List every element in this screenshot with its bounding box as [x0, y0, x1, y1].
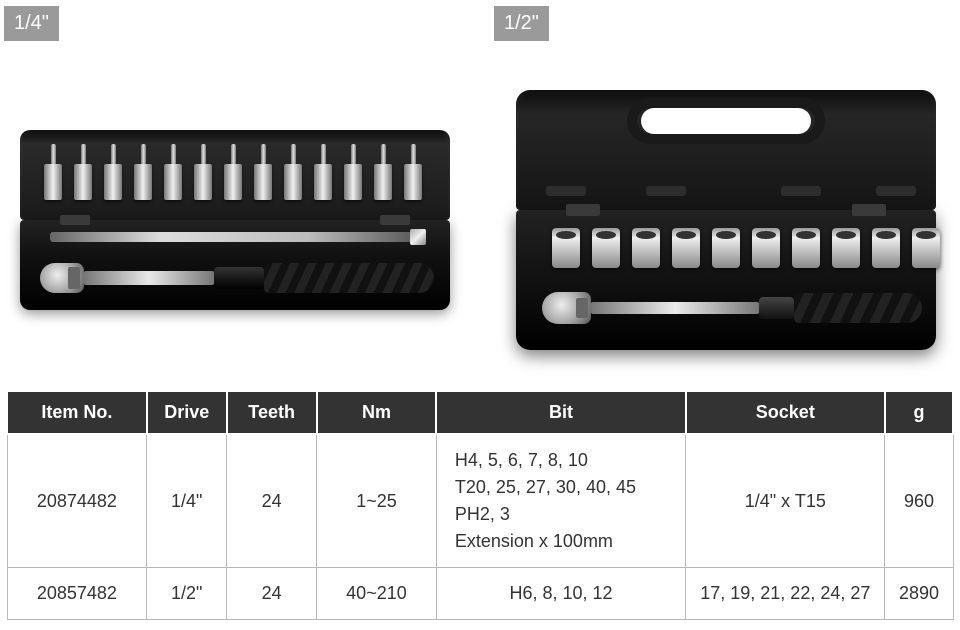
socket-piece: [872, 228, 900, 268]
cell-socket: 1/4" x T15: [686, 434, 885, 568]
bit-piece: [74, 144, 92, 202]
socket-piece: [912, 228, 940, 268]
wrench-grip: [794, 293, 922, 323]
wrench-head: [40, 263, 84, 293]
wrench-grip: [264, 263, 434, 293]
case-handle: [641, 108, 811, 134]
cell-bit: H4, 5, 6, 7, 8, 10T20, 25, 27, 30, 40, 4…: [436, 434, 685, 568]
tool-case-half: [516, 90, 936, 350]
col-drive: Drive: [147, 391, 227, 434]
col-nm: Nm: [317, 391, 437, 434]
col-teeth: Teeth: [227, 391, 317, 434]
socket-piece: [712, 228, 740, 268]
bit-piece: [164, 144, 182, 202]
cell-g: 960: [885, 434, 953, 568]
cell-drive: 1/2": [147, 568, 227, 620]
socket-piece: [752, 228, 780, 268]
tool-case-quarter: [20, 130, 450, 310]
bit-piece: [194, 144, 212, 202]
col-g: g: [885, 391, 953, 434]
torque-wrench-half: [542, 290, 922, 326]
spec-table: Item No. Drive Teeth Nm Bit Socket g 208…: [6, 390, 954, 620]
case-rib: [646, 186, 686, 196]
col-item: Item No.: [7, 391, 147, 434]
extension-bar: [50, 232, 420, 242]
case-lid: [516, 90, 936, 210]
bit-piece: [134, 144, 152, 202]
case-rib: [546, 186, 586, 196]
product-image-quarter: [20, 130, 450, 310]
bit-piece: [374, 144, 392, 202]
case-tray: [20, 220, 450, 310]
cell-teeth: 24: [227, 568, 317, 620]
wrench-collar: [759, 297, 794, 319]
cell-item: 20874482: [7, 434, 147, 568]
case-tray: [516, 210, 936, 350]
col-bit: Bit: [436, 391, 685, 434]
cell-item: 20857482: [7, 568, 147, 620]
torque-wrench-quarter: [40, 260, 440, 296]
cell-nm: 1~25: [317, 434, 437, 568]
table-row: 208574821/2"2440~210H6, 8, 10, 1217, 19,…: [7, 568, 953, 620]
cell-socket: 17, 19, 21, 22, 24, 27: [686, 568, 885, 620]
size-badge-quarter: 1/4": [4, 6, 59, 41]
cell-drive: 1/4": [147, 434, 227, 568]
socket-piece: [632, 228, 660, 268]
size-badge-half: 1/2": [494, 6, 549, 41]
cell-bit: H6, 8, 10, 12: [436, 568, 685, 620]
col-socket: Socket: [686, 391, 885, 434]
socket-piece: [672, 228, 700, 268]
table-row: 208744821/4"241~25H4, 5, 6, 7, 8, 10T20,…: [7, 434, 953, 568]
socket-piece: [832, 228, 860, 268]
wrench-shaft: [591, 302, 758, 314]
case-rib: [781, 186, 821, 196]
wrench-head: [542, 292, 591, 324]
wrench-collar: [214, 267, 264, 289]
bit-piece: [404, 144, 422, 202]
bit-piece: [44, 144, 62, 202]
bit-piece: [284, 144, 302, 202]
bit-piece: [224, 144, 242, 202]
socket-piece: [552, 228, 580, 268]
socket-piece: [792, 228, 820, 268]
bit-piece: [314, 144, 332, 202]
product-image-half: [516, 90, 936, 350]
bit-piece: [344, 144, 362, 202]
bit-piece: [104, 144, 122, 202]
bit-piece: [254, 144, 272, 202]
table-header-row: Item No. Drive Teeth Nm Bit Socket g: [7, 391, 953, 434]
sockets-row: [552, 228, 940, 268]
case-lid: [20, 130, 450, 220]
case-rib: [876, 186, 916, 196]
cell-nm: 40~210: [317, 568, 437, 620]
bits-row: [44, 144, 422, 202]
wrench-shaft: [84, 271, 214, 285]
socket-piece: [592, 228, 620, 268]
cell-teeth: 24: [227, 434, 317, 568]
cell-g: 2890: [885, 568, 953, 620]
